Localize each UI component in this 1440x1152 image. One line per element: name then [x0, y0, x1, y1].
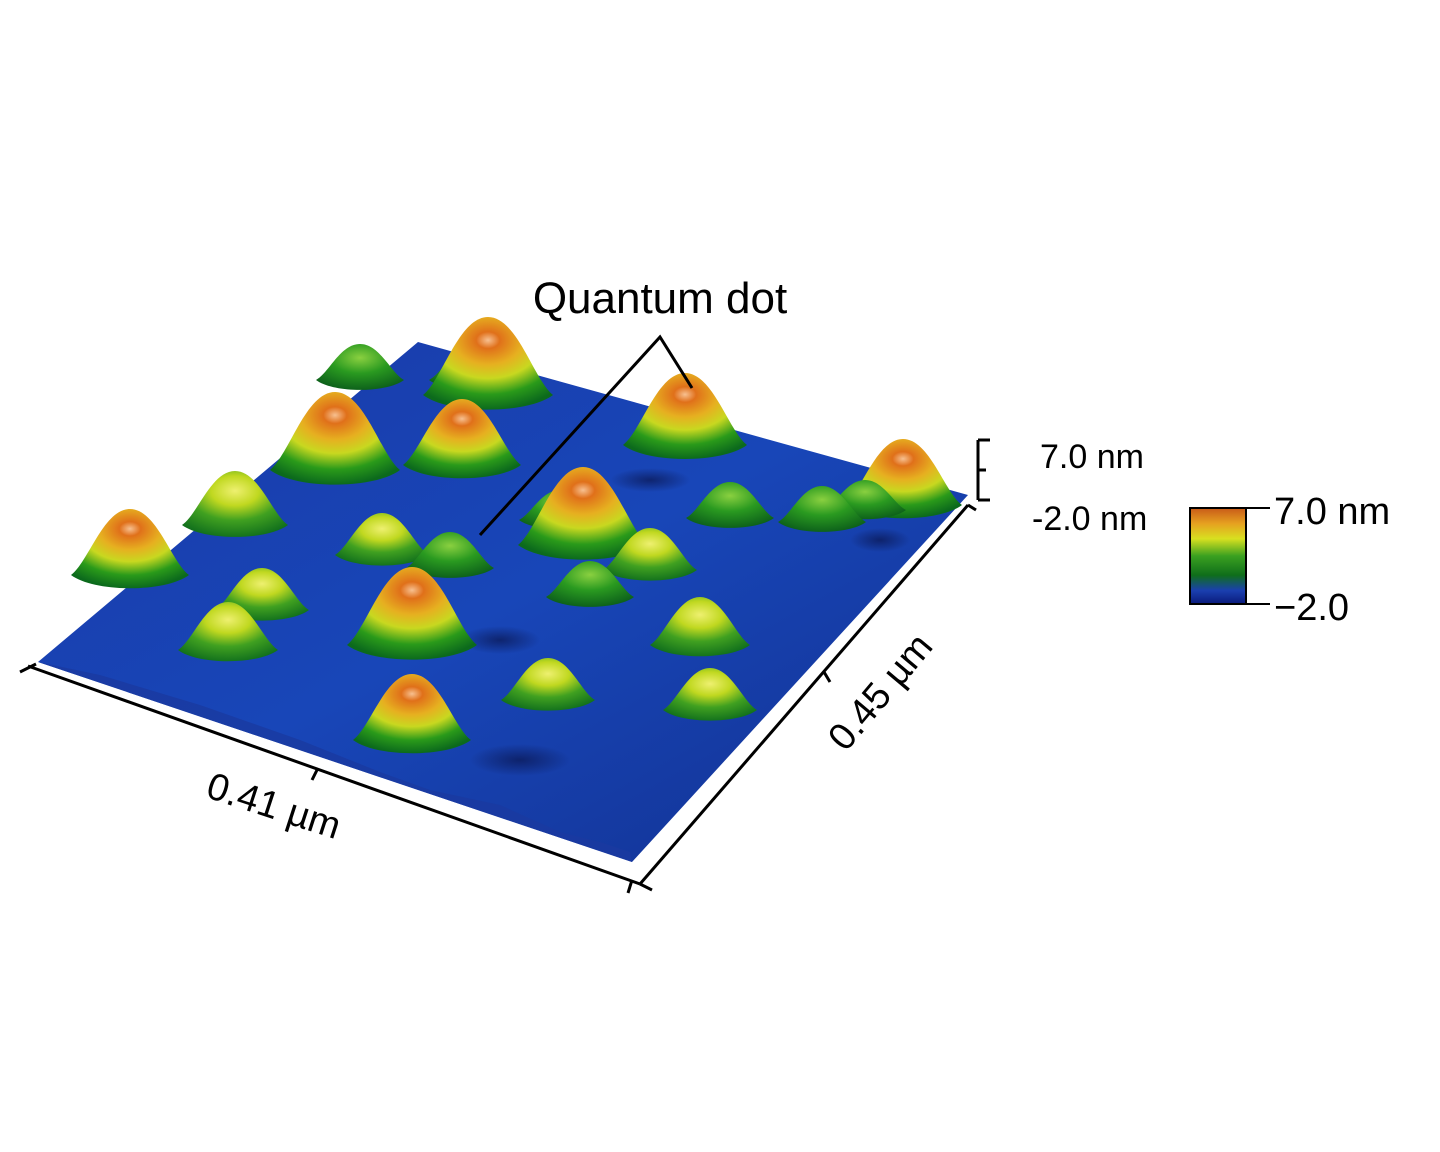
- quantum-dot: [406, 532, 494, 578]
- quantum-dot: [778, 486, 866, 532]
- annotation-label: Quantum dot: [533, 274, 787, 323]
- quantum-dot: [623, 373, 747, 459]
- quantum-dot: [423, 317, 553, 410]
- quantum-dot: [603, 528, 697, 581]
- y-axis-label: 0.45 µm: [820, 626, 941, 759]
- colorbar-min-label: −2.0: [1274, 587, 1349, 629]
- surface-front-edge: [38, 662, 632, 862]
- quantum-dot: [650, 597, 750, 657]
- quantum-dot: [518, 467, 648, 560]
- y-axis: [638, 503, 977, 892]
- z-axis-max-label: 7.0 nm: [1040, 438, 1144, 476]
- quantum-dot: [501, 658, 595, 711]
- quantum-dot: [316, 344, 404, 390]
- quantum-dot: [663, 668, 757, 721]
- quantum-dot: [71, 509, 189, 589]
- quantum-dot: [403, 399, 521, 479]
- quantum-dot: [686, 482, 774, 528]
- colorbar: [1189, 507, 1247, 605]
- z-axis-min-label: -2.0 nm: [1032, 500, 1147, 538]
- quantum-dot: [270, 392, 400, 485]
- quantum-dot: [182, 471, 288, 537]
- x-axis-label: 0.41 µm: [202, 765, 346, 848]
- colorbar-max-label: 7.0 nm: [1274, 491, 1390, 533]
- quantum-dot: [335, 513, 429, 566]
- annotation-leader: [478, 334, 694, 537]
- sample-surface: [38, 342, 968, 862]
- quantum-dot: [546, 561, 634, 607]
- quantum-dot: [178, 602, 278, 662]
- surface-pits: [380, 468, 910, 776]
- quantum-dots: [71, 317, 962, 754]
- x-axis: [19, 662, 641, 894]
- colorbar-ticks: [1246, 507, 1270, 605]
- quantum-dot: [353, 674, 471, 754]
- z-axis: [976, 438, 990, 502]
- quantum-dot: [347, 567, 477, 660]
